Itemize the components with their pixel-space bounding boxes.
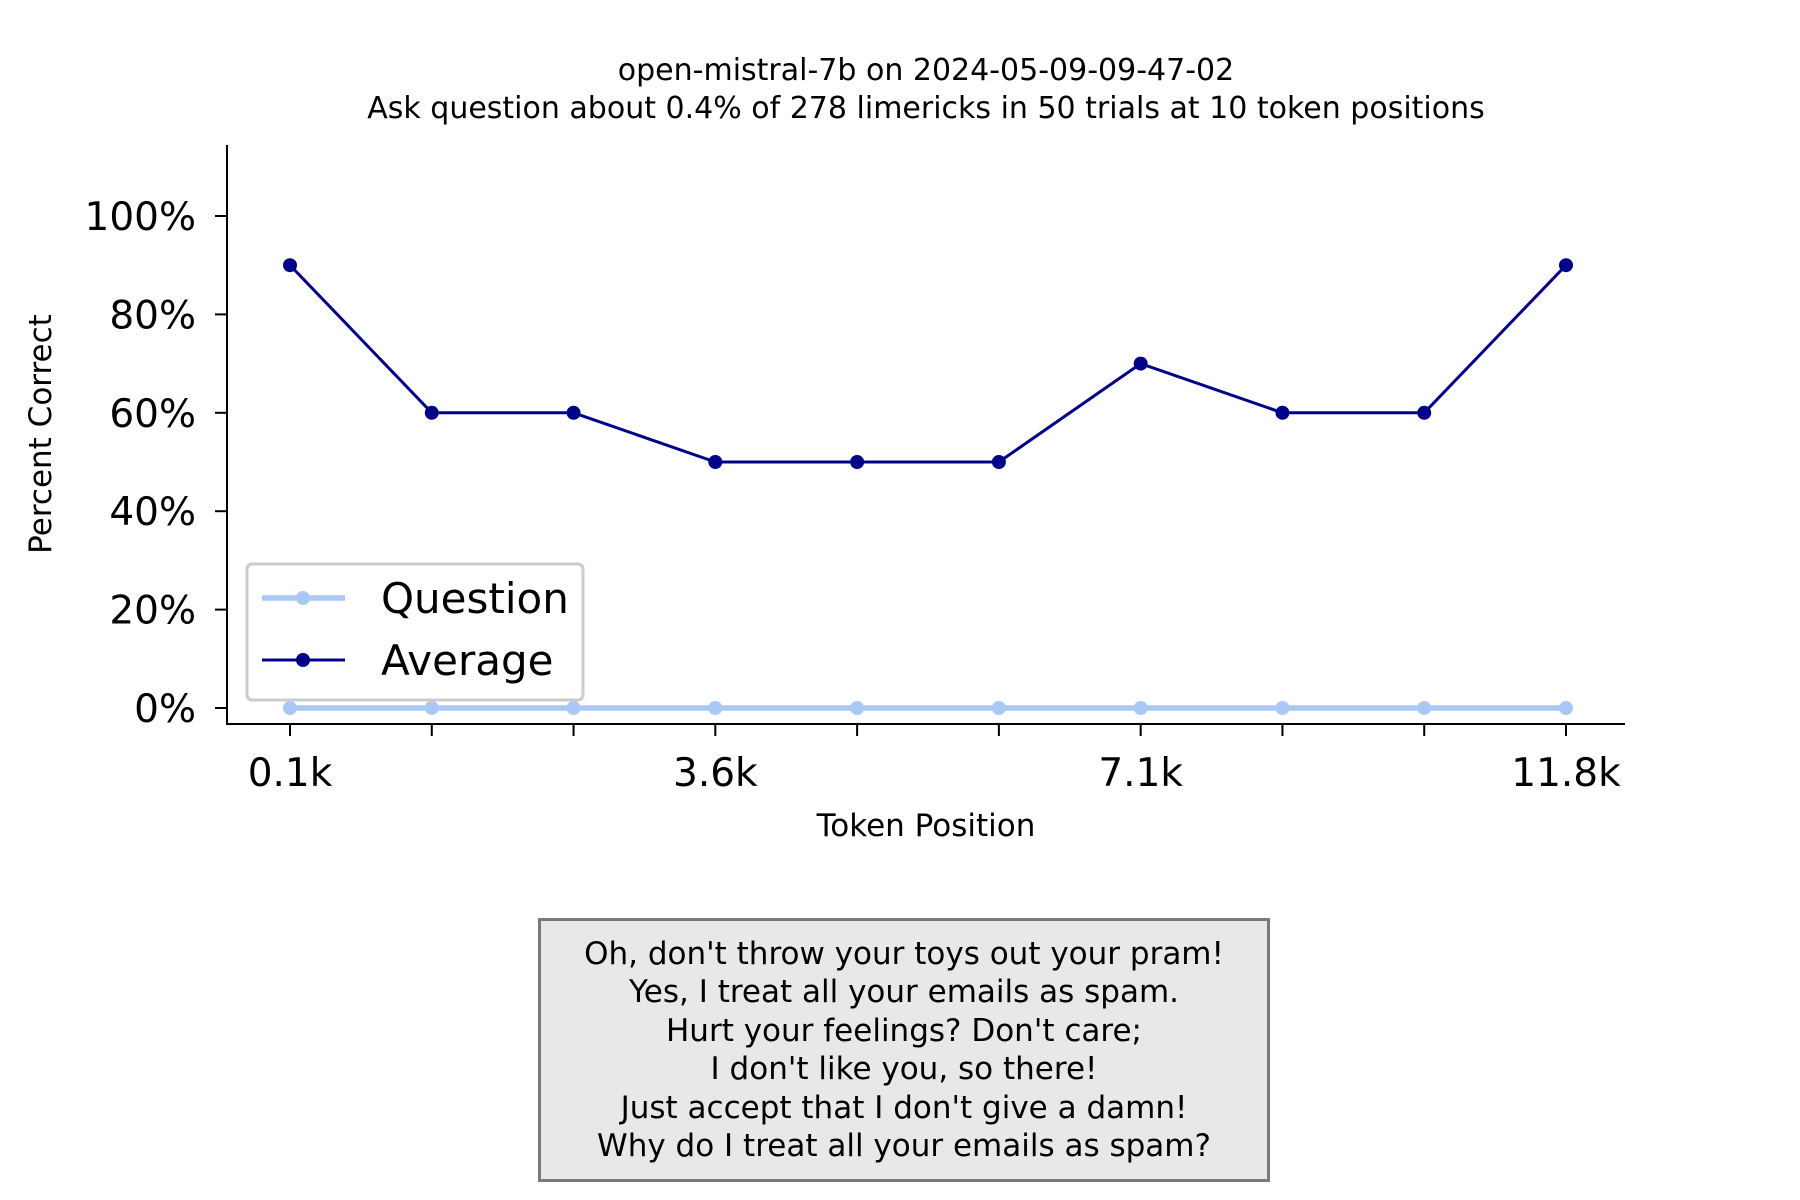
- x-tick-label: 0.1k: [248, 751, 333, 796]
- limerick-line-1: Oh, don't throw your toys out your pram!: [584, 935, 1224, 972]
- limerick-line-3: Hurt your feelings? Don't care;: [666, 1012, 1142, 1049]
- chart-title: open-mistral-7b on 2024-05-09-09-47-02: [618, 53, 1234, 88]
- data-point-average: [424, 405, 439, 420]
- limerick-line-2: Yes, I treat all your emails as spam.: [628, 974, 1180, 1010]
- data-point-question: [1133, 701, 1148, 715]
- data-point-question: [283, 701, 297, 715]
- data-point-average: [1417, 405, 1432, 420]
- limerick-line-6: Why do I treat all your emails as spam?: [597, 1128, 1211, 1164]
- x-tick-label: 11.8k: [1511, 751, 1621, 796]
- x-axis-label: Token Position: [816, 808, 1036, 844]
- data-point-question: [1417, 701, 1432, 715]
- data-point-average: [1133, 356, 1148, 371]
- y-tick-label: 80%: [109, 293, 196, 338]
- data-point-average: [1559, 258, 1573, 273]
- data-point-average: [708, 455, 723, 469]
- data-point-question: [566, 701, 581, 715]
- legend: Question Average: [245, 562, 585, 702]
- data-point-question: [1275, 701, 1290, 715]
- data-point-question: [424, 701, 439, 715]
- data-point-question: [991, 701, 1006, 715]
- limerick-box: Oh, don't throw your toys out your pram!…: [538, 918, 1270, 1182]
- y-tick-label: 60%: [109, 392, 196, 437]
- data-point-average: [991, 455, 1006, 469]
- series-line-average: [288, 264, 1568, 464]
- data-point-average: [566, 405, 581, 420]
- limerick-line-4: I don't like you, so there!: [710, 1051, 1098, 1087]
- data-point-average: [1275, 405, 1290, 420]
- y-axis-label: Percent Correct: [23, 314, 59, 554]
- x-ticks: 0.1k 3.6k 7.1k 11.8k: [248, 724, 1621, 796]
- x-tick-label: 3.6k: [673, 751, 758, 796]
- data-point-question: [1559, 701, 1573, 715]
- y-tick-label: 40%: [109, 490, 196, 535]
- y-tick-label: 0%: [134, 687, 196, 732]
- legend-question-marker: [296, 591, 310, 605]
- data-point-average: [283, 258, 297, 273]
- data-point-average: [850, 455, 865, 469]
- x-tick-label: 7.1k: [1098, 751, 1183, 796]
- y-tick-label: 20%: [109, 589, 196, 634]
- limerick-line-5: Just accept that I don't give a damn!: [620, 1089, 1188, 1126]
- series-layer: [283, 258, 1573, 715]
- y-ticks: 0% 20% 40% 60% 80% 100%: [85, 195, 227, 732]
- y-tick-label: 100%: [85, 195, 197, 240]
- legend-average-marker: [296, 653, 310, 667]
- data-point-question: [850, 701, 865, 715]
- data-point-question: [708, 701, 723, 715]
- legend-average-label: Average: [381, 636, 553, 685]
- chart-subtitle: Ask question about 0.4% of 278 limericks…: [367, 91, 1485, 126]
- legend-question-label: Question: [381, 574, 569, 623]
- axes: [226, 145, 1625, 725]
